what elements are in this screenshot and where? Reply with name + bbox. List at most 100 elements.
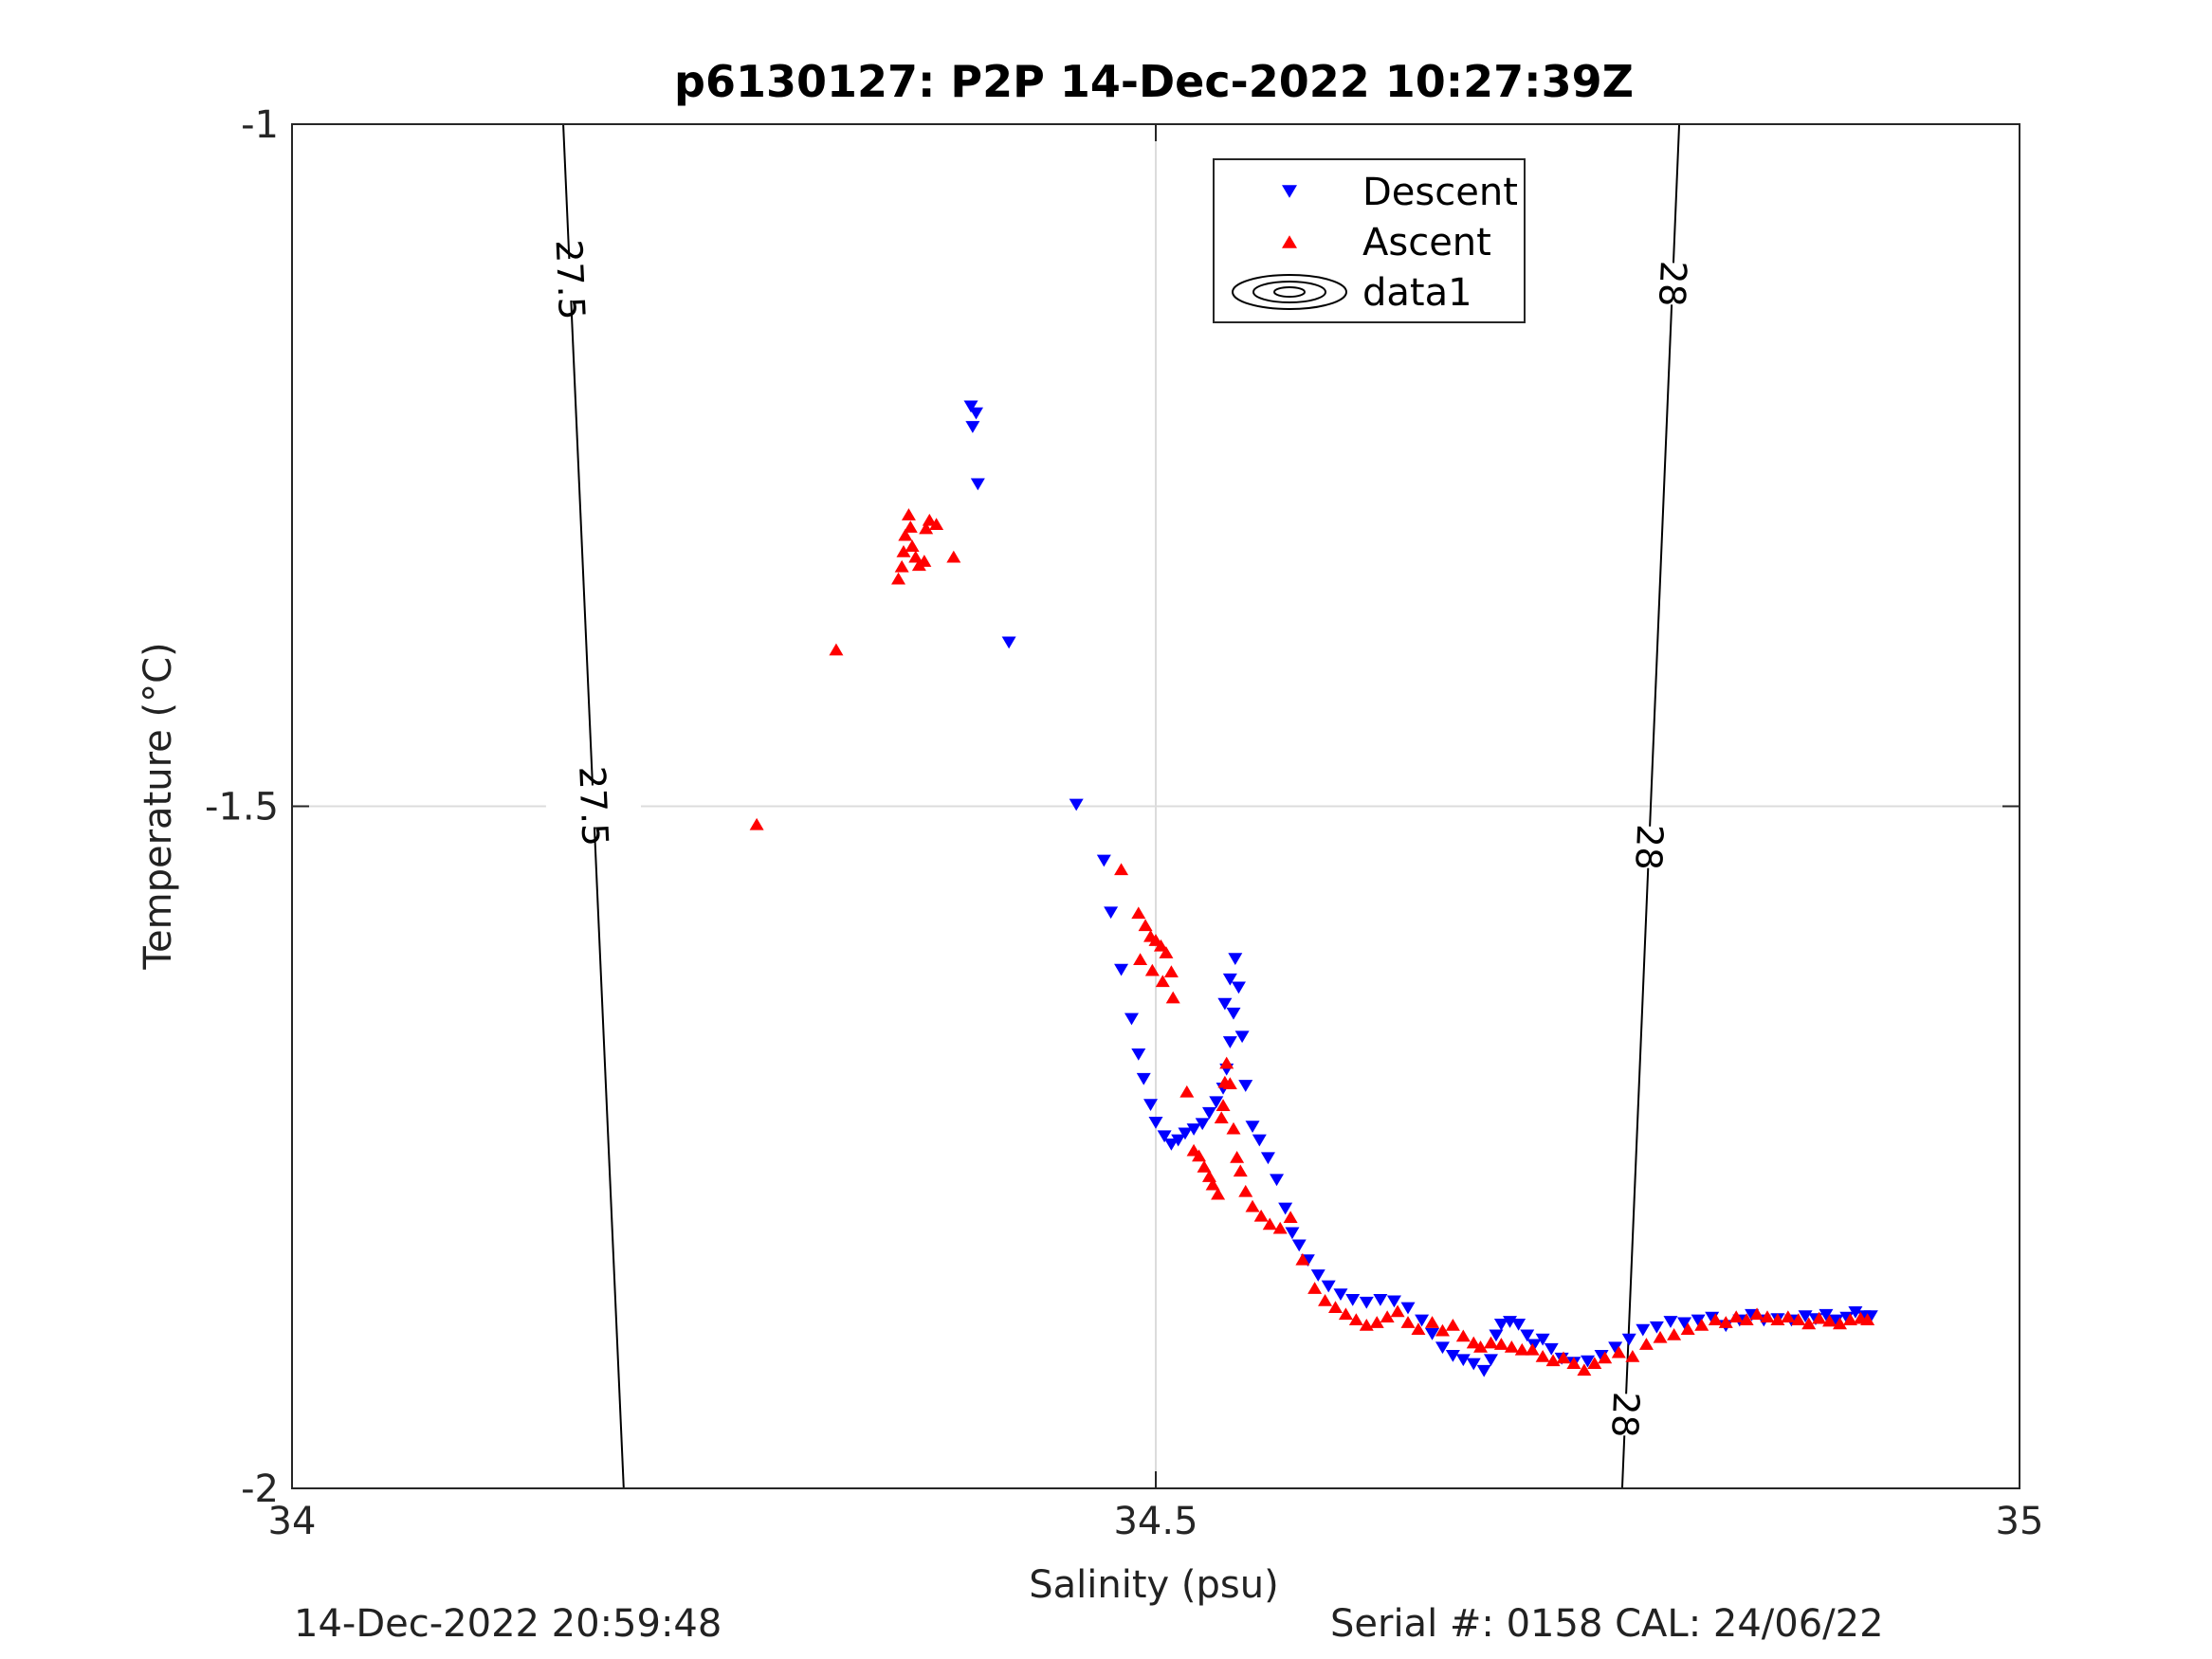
ascent-point — [1611, 1345, 1626, 1358]
density-contours: 27.5 27.5 28 28 28 — [521, 123, 1721, 1489]
descent-point — [1520, 1329, 1535, 1342]
descent-point — [1483, 1354, 1498, 1367]
ascent-point — [1694, 1318, 1709, 1331]
ascent-point — [1253, 1209, 1269, 1222]
ascent-point — [1238, 1184, 1253, 1197]
descent-point — [1186, 1123, 1201, 1136]
x-tick-label: 34 — [268, 1500, 317, 1543]
ascent-point — [1179, 1085, 1195, 1098]
ascent-point — [1211, 1187, 1226, 1200]
descent-point — [1171, 1134, 1186, 1147]
descent-point — [1526, 1339, 1542, 1352]
x-axis-label: Salinity (psu) — [1029, 1563, 1278, 1607]
ascent-point — [1708, 1313, 1723, 1325]
density-contour-28 — [1620, 123, 1681, 1489]
ascent-point — [1435, 1323, 1450, 1337]
ascent-point — [1133, 953, 1148, 966]
ascent-point — [1144, 963, 1160, 976]
ascent-point — [1556, 1351, 1571, 1364]
descent-point — [1310, 1269, 1325, 1282]
contour-label-mask — [1577, 1392, 1674, 1438]
legend: Descent Ascent data1 — [1213, 158, 1526, 323]
descent-point — [1435, 1341, 1450, 1355]
descent-point — [1636, 1323, 1651, 1337]
descent-point — [970, 478, 985, 491]
ascent-point — [1318, 1294, 1333, 1306]
contour-label: 27.5 — [547, 239, 593, 320]
descent-point — [1819, 1308, 1834, 1322]
ascent-point — [903, 520, 918, 533]
descent-point — [1359, 1296, 1374, 1309]
ascent-point — [1380, 1310, 1395, 1323]
descent-point — [1157, 1130, 1172, 1143]
chart-title: p6130127: P2P 14-Dec-2022 10:27:39Z — [674, 56, 1634, 107]
contour-label: 28 — [1627, 824, 1671, 871]
contour-label-mask — [1600, 824, 1698, 870]
serial-cal-footer: Serial #: 0158 CAL: 24/06/22 — [1330, 1602, 1884, 1646]
x-tick-label: 35 — [1996, 1500, 2044, 1543]
descent-point — [1228, 953, 1243, 966]
ascent-point — [1760, 1310, 1775, 1323]
ascent-point — [1214, 1111, 1229, 1123]
x-tick-label: 34.5 — [1113, 1500, 1197, 1543]
ascent-point — [1153, 939, 1168, 952]
ascent-point — [922, 513, 937, 526]
ascent-point — [1445, 1318, 1460, 1331]
descent-point — [1425, 1328, 1440, 1340]
ascent-point — [919, 521, 934, 535]
ascent-point — [1230, 1150, 1245, 1163]
contour-label: 28 — [1651, 260, 1694, 307]
ascent-point — [1233, 1164, 1248, 1177]
ascent-point — [1425, 1316, 1440, 1328]
descent-point — [1278, 1202, 1293, 1215]
ascent-point — [1577, 1363, 1592, 1376]
descent-point — [1260, 1152, 1275, 1165]
y-tick-label: -1.5 — [205, 786, 279, 830]
ascent-point — [1535, 1350, 1550, 1362]
descent-point — [1114, 963, 1129, 976]
ascent-point — [1667, 1328, 1682, 1340]
descent-point — [1238, 1080, 1253, 1092]
descent-point — [1691, 1314, 1706, 1327]
ascent-point — [1205, 1177, 1220, 1191]
ascent-point — [905, 539, 920, 553]
descent-point — [1252, 1134, 1267, 1147]
legend-contour-icon — [1252, 281, 1326, 303]
descent-point — [1535, 1333, 1550, 1346]
descent-point — [1321, 1280, 1336, 1293]
ascent-point — [1272, 1221, 1288, 1234]
ascent-point — [1219, 1056, 1234, 1069]
ascent-point — [1155, 975, 1170, 988]
descent-point — [1415, 1314, 1430, 1327]
ascent-point — [1638, 1338, 1654, 1350]
ascent-point — [1400, 1316, 1416, 1328]
ascent-point — [1295, 1252, 1310, 1266]
contour-label-mask — [545, 783, 642, 830]
ascent-point — [891, 572, 906, 585]
descent-point — [1245, 1121, 1260, 1134]
ascent-point — [896, 545, 911, 557]
descent-point — [1400, 1302, 1416, 1315]
descent-point — [1285, 1227, 1300, 1240]
descent-point — [1195, 1118, 1210, 1131]
ascent-point — [1159, 946, 1174, 958]
ascent-point — [1728, 1310, 1744, 1323]
ascent-point — [1307, 1282, 1323, 1294]
descent-point — [1544, 1342, 1559, 1356]
descent-point — [1226, 1007, 1241, 1020]
descent-point — [1621, 1333, 1636, 1346]
ascent-point — [1812, 1311, 1827, 1324]
ascent-point — [1222, 1077, 1237, 1089]
ascent-point — [1842, 1313, 1857, 1325]
descent-point — [1333, 1288, 1348, 1302]
descent-point — [1163, 1138, 1179, 1151]
descent-point — [1231, 981, 1246, 994]
legend-box — [1213, 158, 1526, 323]
ascent-point — [1525, 1342, 1540, 1356]
contour-label: 28 — [1603, 1391, 1647, 1438]
ascent-point — [1680, 1322, 1695, 1336]
ascent-point — [1163, 965, 1179, 977]
ascent-point — [1348, 1313, 1363, 1325]
ascent-point — [1390, 1304, 1405, 1318]
